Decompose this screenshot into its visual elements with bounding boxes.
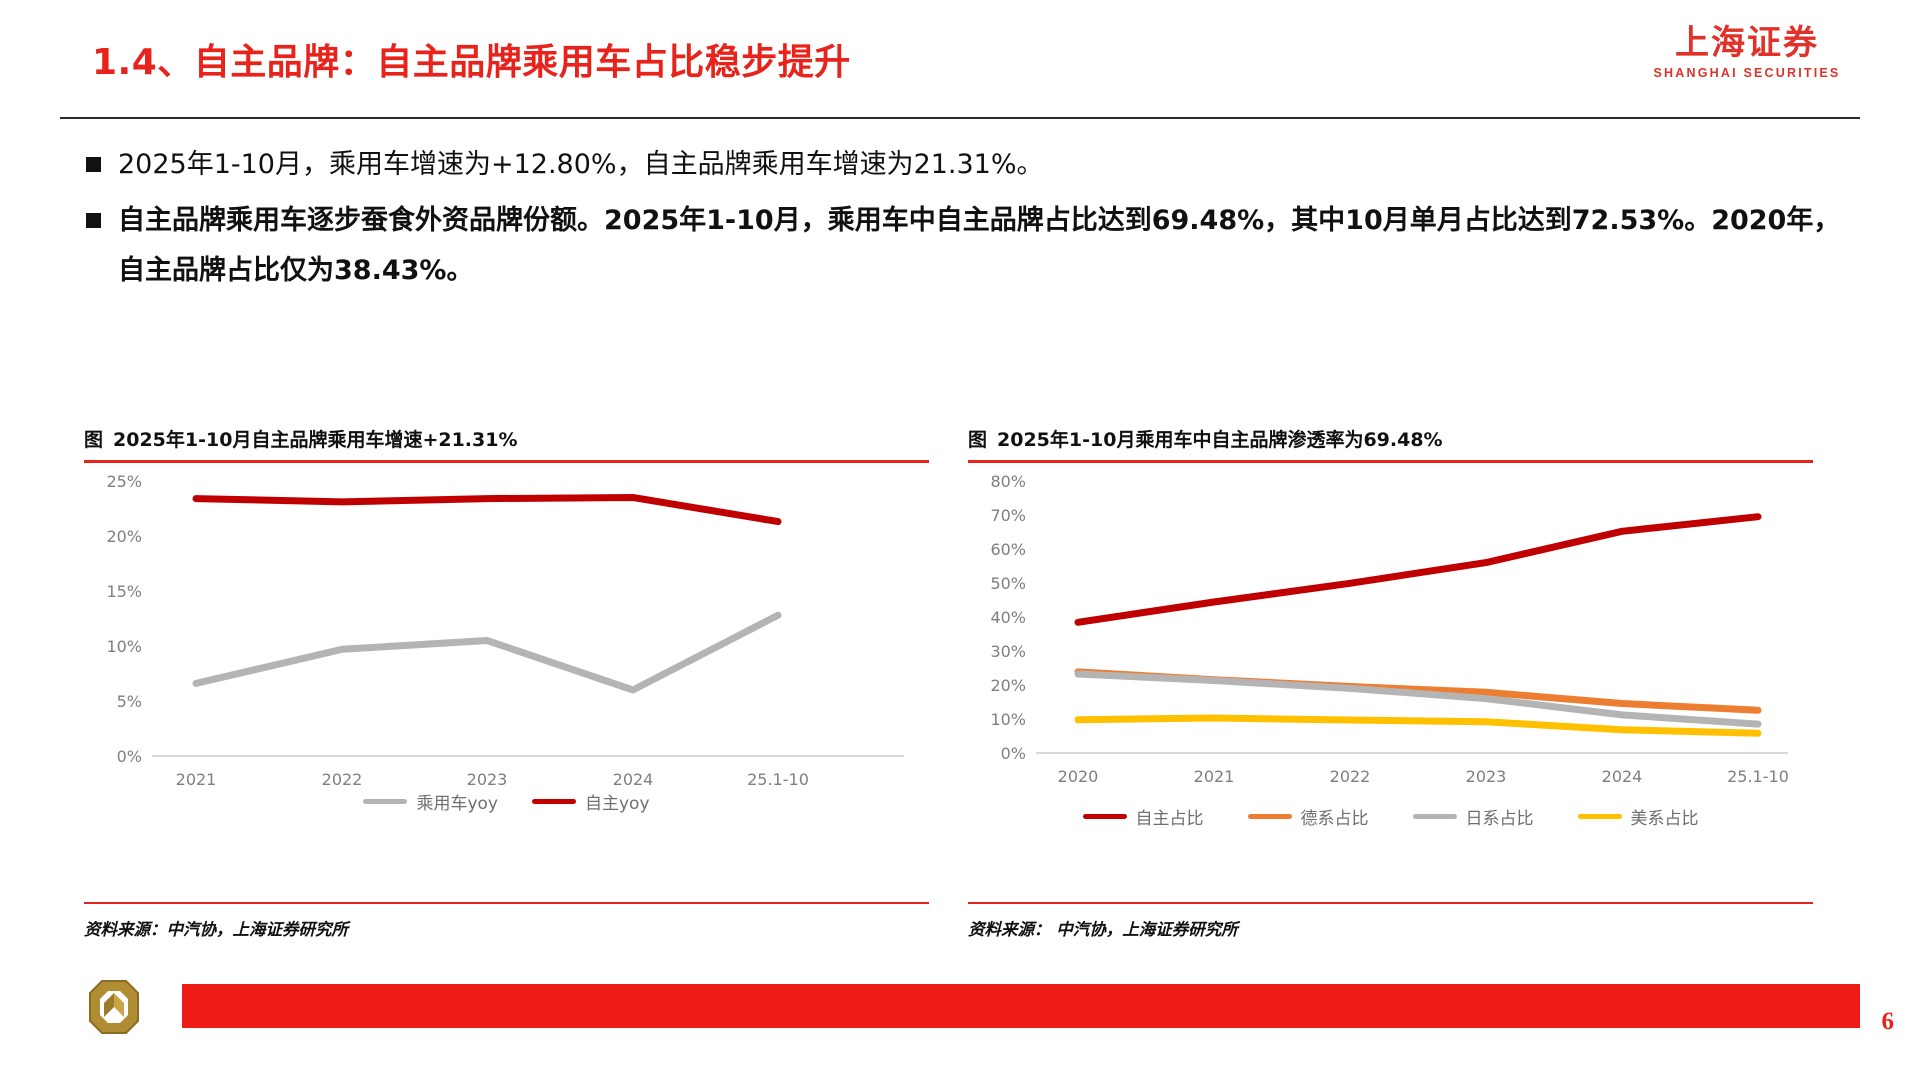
svg-text:20%: 20% xyxy=(990,676,1026,695)
slide-header: 1.4、自主品牌：自主品牌乘用车占比稳步提升 上海证券 SHANGHAI SEC… xyxy=(0,0,1920,119)
left-line-chart: 25% 20% 15% 10% 5% 0% 2021 2022 2023 xyxy=(106,472,904,789)
svg-text:2023: 2023 xyxy=(1466,767,1507,786)
svg-text:10%: 10% xyxy=(106,637,142,656)
right-source-text: 资料来源： 中汽协，上海证券研究所 xyxy=(968,920,1238,939)
bullet-list: 2025年1-10月，乘用车增速为+12.80%，自主品牌乘用车增速为21.31… xyxy=(86,140,1866,296)
svg-text:50%: 50% xyxy=(990,574,1026,593)
left-plot-area: 25% 20% 15% 10% 5% 0% 2021 2022 2023 xyxy=(84,463,929,888)
company-logo: 上海证券 SHANGHAI SECURITIES xyxy=(1622,23,1872,80)
svg-text:70%: 70% xyxy=(990,506,1026,525)
footer-bar xyxy=(182,984,1860,1028)
svg-text:10%: 10% xyxy=(990,710,1026,729)
right-x-axis-labels: 2020 2021 2022 2023 2024 25.1-10 xyxy=(1058,767,1789,786)
bullet-item-2: 自主品牌乘用车逐步蚕食外资品牌份额。2025年1-10月，乘用车中自主品牌占比达… xyxy=(86,196,1866,296)
footer-emblem-icon xyxy=(89,980,139,1034)
svg-text:80%: 80% xyxy=(990,472,1026,491)
bullet-text-2: 自主品牌乘用车逐步蚕食外资品牌份额。2025年1-10月，乘用车中自主品牌占比达… xyxy=(118,205,1841,286)
svg-text:40%: 40% xyxy=(990,608,1026,627)
legend-item-passenger-car-yoy[interactable]: 乘用车yoy xyxy=(363,789,498,814)
legend-swatch-gray-icon xyxy=(363,798,408,804)
svg-text:2022: 2022 xyxy=(1330,767,1371,786)
left-y-axis-labels: 25% 20% 15% 10% 5% 0% xyxy=(106,472,142,766)
svg-text:20%: 20% xyxy=(106,527,142,546)
logo-chinese-text: 上海证券 xyxy=(1675,23,1819,63)
svg-text:2021: 2021 xyxy=(1194,767,1235,786)
right-series-american-share xyxy=(1074,714,1762,737)
legend-item-american-share[interactable]: 美系占比 xyxy=(1577,804,1699,829)
svg-text:30%: 30% xyxy=(990,642,1026,661)
legend-label-japanese-share: 日系占比 xyxy=(1465,808,1534,829)
right-figure-label: 图 xyxy=(968,429,988,451)
right-series-japanese-share xyxy=(1074,670,1762,728)
svg-text:2022: 2022 xyxy=(322,770,363,789)
left-series-passenger-car xyxy=(192,611,782,693)
svg-text:25%: 25% xyxy=(106,472,142,491)
bullet-square-icon xyxy=(86,157,101,172)
left-figure-title: 图 2025年1-10月自主品牌乘用车增速+21.31% xyxy=(84,425,929,460)
left-source-divider xyxy=(84,901,929,904)
svg-text:25.1-10: 25.1-10 xyxy=(747,770,809,789)
svg-text:2024: 2024 xyxy=(613,770,654,789)
legend-label-passenger-car-yoy: 乘用车yoy xyxy=(416,793,498,814)
svg-text:2020: 2020 xyxy=(1058,767,1099,786)
bullet-text-1: 2025年1-10月，乘用车增速为+12.80%，自主品牌乘用车增速为21.31… xyxy=(118,149,1044,180)
right-source-divider xyxy=(968,901,1813,904)
header-divider xyxy=(60,117,1860,119)
right-line-chart: 80% 70% 60% 50% 40% 30% 20% 10% 0% xyxy=(990,472,1789,786)
page-title: 1.4、自主品牌：自主品牌乘用车占比稳步提升 xyxy=(92,42,851,83)
left-title-divider xyxy=(84,460,929,463)
right-series-domestic-share xyxy=(1074,512,1762,626)
svg-text:0%: 0% xyxy=(1001,744,1026,763)
right-figure-title: 图 2025年1-10月乘用车中自主品牌渗透率为69.48% xyxy=(968,425,1813,460)
left-figure-label: 图 xyxy=(84,429,104,451)
legend-swatch-orange-icon xyxy=(1247,813,1292,819)
svg-text:15%: 15% xyxy=(106,582,142,601)
legend-item-japanese-share[interactable]: 日系占比 xyxy=(1412,804,1534,829)
legend-label-american-share: 美系占比 xyxy=(1630,808,1699,829)
logo-english-text: SHANGHAI SECURITIES xyxy=(1653,65,1841,80)
left-source-text: 资料来源：中汽协，上海证券研究所 xyxy=(84,920,348,939)
right-chart-legend: 自主占比 德系占比 日系占比 美系占比 xyxy=(968,804,1813,829)
right-y-axis-labels: 80% 70% 60% 50% 40% 30% 20% 10% 0% xyxy=(990,472,1026,763)
legend-label-german-share: 德系占比 xyxy=(1300,808,1369,829)
legend-label-domestic-yoy: 自主yoy xyxy=(585,793,650,814)
svg-text:2023: 2023 xyxy=(467,770,508,789)
legend-item-domestic-yoy[interactable]: 自主yoy xyxy=(532,789,650,814)
legend-swatch-red-icon xyxy=(532,798,576,804)
svg-text:2021: 2021 xyxy=(176,770,217,789)
legend-swatch-gray-icon xyxy=(1412,813,1457,819)
right-figure-title-text: 2025年1-10月乘用车中自主品牌渗透率为69.48% xyxy=(997,429,1443,451)
left-series-domestic xyxy=(192,493,782,525)
right-chart-panel: 图 2025年1-10月乘用车中自主品牌渗透率为69.48% 80% 70% 60… xyxy=(968,425,1813,940)
svg-text:2024: 2024 xyxy=(1602,767,1643,786)
svg-text:25.1-10: 25.1-10 xyxy=(1727,767,1789,786)
legend-swatch-yellow-icon xyxy=(1577,813,1622,819)
svg-text:0%: 0% xyxy=(117,747,142,766)
page-number: 6 xyxy=(1881,1008,1895,1035)
right-plot-area: 80% 70% 60% 50% 40% 30% 20% 10% 0% xyxy=(968,463,1813,888)
right-title-divider xyxy=(968,460,1813,463)
legend-item-german-share[interactable]: 德系占比 xyxy=(1247,804,1369,829)
bullet-item-1: 2025年1-10月，乘用车增速为+12.80%，自主品牌乘用车增速为21.31… xyxy=(86,140,1866,190)
svg-text:5%: 5% xyxy=(117,692,142,711)
legend-item-domestic-share[interactable]: 自主占比 xyxy=(1082,804,1204,829)
left-chart-legend: 乘用车yoy 自主yoy xyxy=(84,789,929,814)
bullet-square-icon xyxy=(86,213,101,228)
legend-label-domestic-share: 自主占比 xyxy=(1135,808,1204,829)
left-figure-title-text: 2025年1-10月自主品牌乘用车增速+21.31% xyxy=(113,429,518,451)
svg-text:60%: 60% xyxy=(990,540,1026,559)
legend-swatch-red-icon xyxy=(1082,813,1127,819)
left-chart-panel: 图 2025年1-10月自主品牌乘用车增速+21.31% 25% 20% 15% … xyxy=(84,425,929,940)
left-x-axis-labels: 2021 2022 2023 2024 25.1-10 xyxy=(176,770,809,789)
